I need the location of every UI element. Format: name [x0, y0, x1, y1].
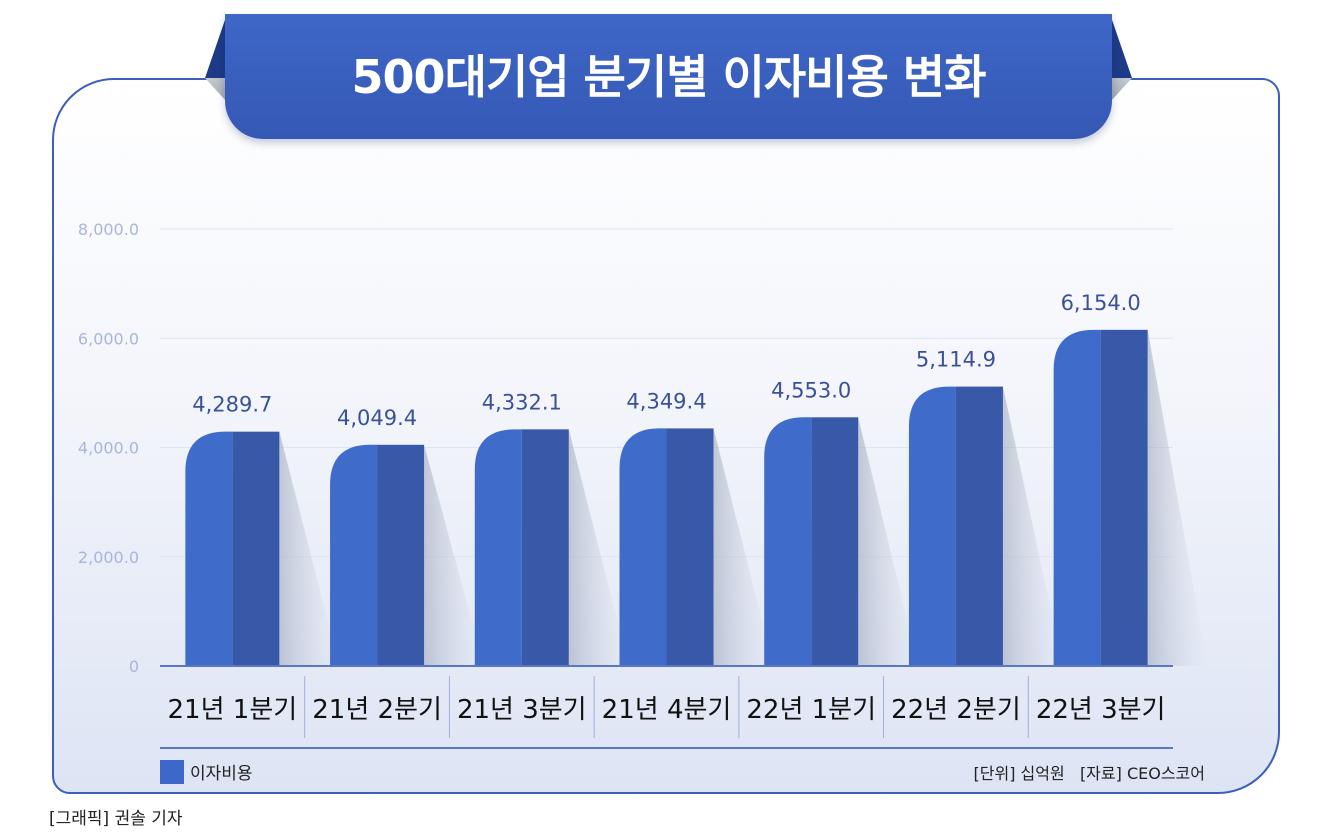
bar-left-face: [908, 386, 956, 666]
y-tick-label: 2,000.0: [78, 548, 139, 567]
bar-shadow: [568, 429, 629, 666]
category-axis: 21년 1분기 21년 2분기 21년 3분기 21년 4분기 22년 1분기 22년 2…: [160, 665, 1173, 749]
y-axis-ticks: 0 2,000.0 4,000.0 6,000.0 8,000.0: [78, 220, 139, 676]
bar-left-face: [619, 428, 667, 666]
bar-value-label: 4,049.4: [337, 406, 417, 430]
value-labels: 4,289.7 4,049.4 4,332.1 4,349.4 4,553.0 5,114…: [192, 291, 1140, 430]
x-category-label: 21년 2분기: [312, 695, 442, 725]
bar-shadow: [858, 417, 919, 666]
bar-shadows: [279, 329, 1208, 666]
bar-right-face: [811, 417, 859, 666]
x-category-label: 21년 3분기: [457, 695, 587, 725]
bar-right-face: [666, 428, 714, 666]
legend-label: 이자비용: [190, 764, 253, 784]
bar-shadow: [1002, 386, 1063, 666]
chart-title: 500대기업 분기별 이자비용 변화: [351, 49, 987, 104]
bar-value-label: 4,289.7: [192, 393, 272, 417]
y-tick-label: 0: [129, 657, 139, 676]
bar-right-face: [955, 386, 1003, 666]
legend: 이자비용: [160, 759, 253, 784]
bar-value-label: 5,114.9: [916, 348, 996, 372]
x-category-label: 21년 4분기: [602, 695, 732, 725]
x-category-label: 21년 1분기: [168, 695, 298, 725]
bar-value-label: 4,553.0: [771, 378, 851, 402]
bar-value-label: 6,154.0: [1061, 291, 1141, 315]
ribbon-right-fold: [1110, 14, 1132, 78]
unit-source-note: [단위] 십억원 [자료] CEO스코어: [973, 764, 1205, 783]
bar-left-face: [185, 431, 233, 666]
bar-shadow: [1147, 329, 1208, 666]
y-tick-label: 4,000.0: [78, 439, 139, 458]
bar-shadow: [279, 431, 340, 666]
bars: [185, 329, 1148, 666]
bar-left-face: [474, 429, 522, 666]
bar-left-face: [1053, 329, 1101, 666]
x-category-label: 22년 3분기: [1036, 695, 1166, 725]
bar-shadow: [713, 428, 774, 666]
bar-right-face: [232, 431, 280, 666]
graphic-credit: [그래픽] 권솔 기자: [49, 809, 183, 829]
legend-swatch: [160, 759, 184, 784]
bar-right-face: [1100, 329, 1148, 666]
bar-right-face: [521, 429, 569, 666]
x-category-label: 22년 1분기: [746, 695, 876, 725]
bar-left-face: [330, 444, 378, 666]
y-tick-label: 6,000.0: [78, 329, 139, 348]
x-category-label: 22년 2분기: [891, 695, 1021, 725]
bar-value-label: 4,349.4: [626, 389, 706, 413]
bar-shadow: [424, 444, 485, 666]
bar-left-face: [764, 417, 812, 666]
bar-right-face: [377, 444, 425, 666]
ribbon-left-fold: [205, 14, 227, 78]
title-banner: 500대기업 분기별 이자비용 변화: [225, 14, 1112, 139]
y-tick-label: 8,000.0: [78, 220, 139, 239]
bar-value-label: 4,332.1: [482, 390, 562, 414]
